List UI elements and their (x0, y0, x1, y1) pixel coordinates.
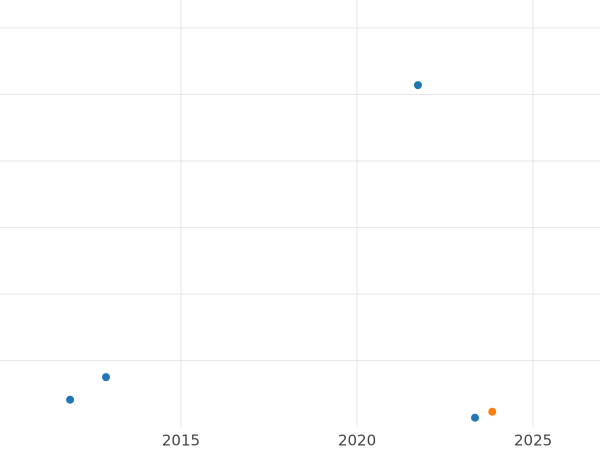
x-tick-label: 2015 (162, 432, 200, 450)
point (101, 373, 110, 382)
point (66, 395, 75, 404)
point (471, 413, 479, 422)
x-tick-label: 2025 (514, 432, 552, 450)
point (488, 407, 497, 416)
x-tick-label: 2020 (338, 432, 376, 450)
point (413, 81, 422, 90)
